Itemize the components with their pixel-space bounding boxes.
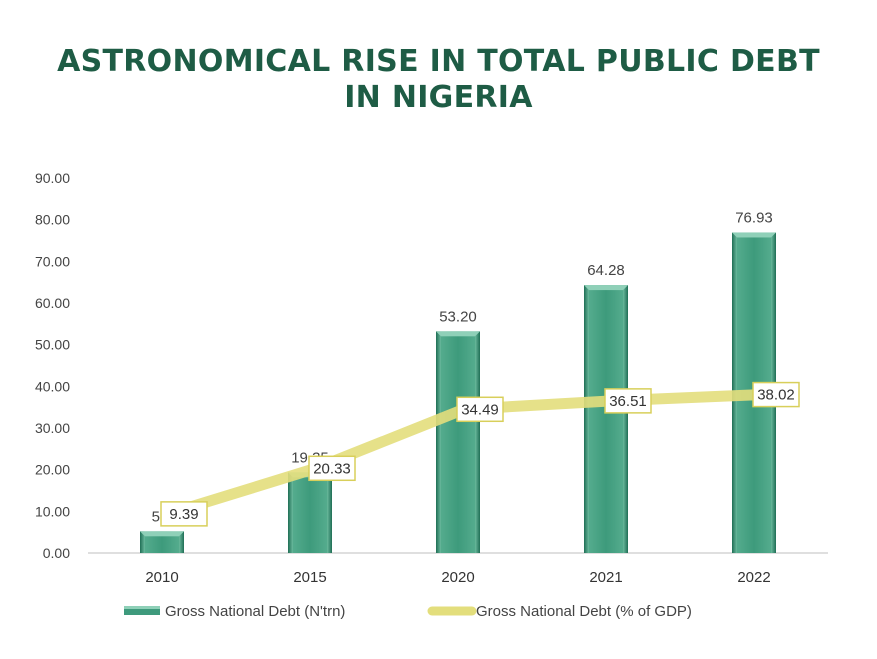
label-box	[160, 501, 208, 527]
y-axis-ticks: 0.00 10.00 20.00 30.00 40.00 50.00 60.00 70.00 8…	[35, 170, 70, 561]
y-tick-label: 30.00	[35, 420, 70, 436]
x-axis-categories: 2010 2015 2020 2021 2022	[145, 569, 770, 586]
label-text: 9.39	[169, 506, 198, 523]
chart-title: ASTRONOMICAL RISE IN TOTAL PUBLIC DEBT I…	[57, 44, 820, 115]
bar-data-label: 53.20	[439, 308, 477, 325]
y-tick-label: 90.00	[35, 170, 70, 186]
legend-label: Gross National Debt (N'trn)	[165, 603, 345, 620]
y-tick-label: 80.00	[35, 212, 70, 228]
bar-series	[140, 232, 776, 554]
line-data-labels: 9.39 20.33 34.49 36.51 38.02	[160, 381, 800, 527]
y-tick-label: 70.00	[35, 253, 70, 269]
label-box	[752, 381, 800, 408]
line-data-label: 9.39	[160, 501, 208, 527]
line-data-label: 20.33	[308, 455, 356, 482]
bar-face	[293, 477, 327, 553]
legend-label: Gross National Debt (% of GDP)	[476, 603, 692, 620]
y-tick-label: 60.00	[35, 295, 70, 311]
bar	[584, 285, 628, 553]
y-tick-label: 40.00	[35, 378, 70, 394]
y-tick-label: 0.00	[43, 545, 70, 561]
bar-face	[589, 290, 623, 553]
legend-item-bar: Gross National Debt (N'trn)	[124, 603, 345, 620]
x-tick-label: 2015	[293, 569, 326, 586]
bar-bevel	[732, 232, 776, 238]
bar-face	[145, 536, 179, 553]
label-box	[308, 455, 356, 482]
line-data-label: 38.02	[752, 381, 800, 408]
bar-bevel	[584, 285, 628, 291]
label-text: 36.51	[609, 393, 647, 410]
bar-data-label: 76.93	[735, 209, 773, 226]
bar	[140, 531, 184, 553]
bar-face	[441, 336, 475, 553]
x-tick-label: 2022	[737, 569, 770, 586]
bar	[436, 331, 480, 553]
line-data-label: 36.51	[604, 388, 652, 414]
label-box	[456, 396, 504, 423]
legend-bar-swatch-highlight	[124, 606, 160, 609]
label-text: 34.49	[461, 401, 499, 418]
legend-item-line: Gross National Debt (% of GDP)	[427, 603, 692, 620]
y-tick-label: 50.00	[35, 337, 70, 353]
x-tick-label: 2010	[145, 569, 178, 586]
line-data-label: 34.49	[456, 396, 504, 423]
x-tick-label: 2020	[441, 569, 474, 586]
label-text: 38.02	[757, 387, 795, 404]
y-tick-label: 20.00	[35, 462, 70, 478]
bar-data-label: 64.28	[587, 262, 625, 279]
legend: Gross National Debt (N'trn) Gross Nationa…	[124, 603, 692, 620]
label-text: 20.33	[313, 460, 351, 477]
bar-bevel	[436, 331, 480, 337]
bar	[288, 472, 332, 553]
label-box	[604, 388, 652, 414]
bar-bevel	[140, 531, 184, 537]
y-tick-label: 10.00	[35, 503, 70, 519]
legend-bar-swatch	[124, 606, 160, 615]
x-tick-label: 2021	[589, 569, 622, 586]
